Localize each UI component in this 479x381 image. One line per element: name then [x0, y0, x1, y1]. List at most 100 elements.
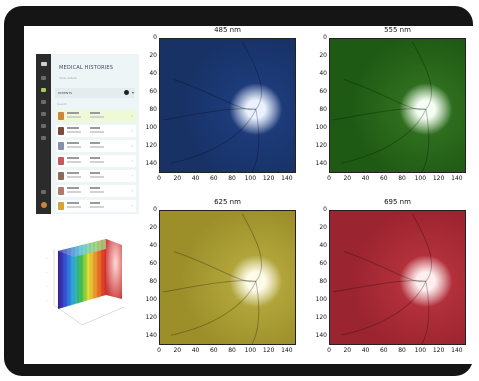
app-title: MEDICAL HISTORIES	[59, 65, 114, 71]
svg-text:—: —	[46, 285, 49, 288]
x-tick-label: 40	[191, 175, 200, 182]
x-tick-label: 0	[157, 347, 161, 354]
y-tick-label: 120	[315, 142, 327, 149]
patient-avatar	[58, 142, 64, 150]
patient-date-text	[90, 161, 104, 163]
patient-name-text	[67, 202, 79, 204]
search-input[interactable]: Search	[57, 102, 68, 106]
y-tick-label: 100	[145, 296, 157, 303]
patient-name-text	[67, 157, 79, 159]
calendar-icon[interactable]	[41, 100, 46, 104]
svg-text:—: —	[46, 299, 49, 302]
y-tick-label: 120	[145, 142, 157, 149]
chevron-right-icon[interactable]: ›	[131, 113, 133, 118]
x-tick-label: 120	[432, 347, 445, 354]
spectral-plot-625nm: 625 nm 0 20 40 60 80 100 120 140 0 20 40 60 80 100 120 1…	[144, 198, 304, 358]
y-tick-label: 140	[145, 332, 157, 339]
patients-section-label: PATIENTS	[58, 91, 73, 95]
y-tick-label: 80	[149, 278, 157, 285]
patient-date-text	[90, 191, 104, 193]
patient-row[interactable]: ›	[56, 185, 136, 197]
spectral-plot-555nm: 555 nm 0 20 40 60 80 100 120 140 0 20 40 60 80 100 120 1…	[314, 26, 474, 186]
x-tick-label: 100	[414, 175, 427, 182]
app-screenshot: MEDICAL HISTORIES View details PATIENTS …	[36, 54, 139, 214]
x-tick-label: 120	[262, 175, 275, 182]
x-tick-label: 40	[191, 347, 200, 354]
app-nav-rail	[36, 54, 51, 214]
logo-icon	[41, 62, 47, 66]
x-tick-label: 0	[327, 175, 331, 182]
home-icon[interactable]	[41, 76, 46, 80]
y-tick-label: 40	[319, 70, 327, 77]
chevron-right-icon[interactable]: ›	[131, 143, 133, 148]
patient-meta-text	[67, 161, 81, 163]
patient-avatar	[58, 127, 64, 135]
x-tick-label: 80	[398, 347, 406, 354]
avatar[interactable]	[41, 202, 47, 208]
x-tick-label: 120	[432, 175, 445, 182]
tablet-screen: MEDICAL HISTORIES View details PATIENTS …	[24, 26, 474, 364]
y-tick-label: 0	[323, 206, 327, 213]
y-tick-label: 40	[149, 242, 157, 249]
cube-side-face	[106, 239, 122, 299]
patient-row[interactable]: ›	[56, 170, 136, 182]
patient-status-text	[90, 202, 100, 204]
svg-text:—: —	[46, 271, 49, 274]
patient-avatar	[58, 202, 64, 210]
patient-meta-text	[67, 131, 81, 133]
y-tick-label: 0	[153, 206, 157, 213]
x-tick-label: 20	[343, 347, 352, 354]
y-tick-label: 40	[149, 70, 157, 77]
x-tick-label: 60	[379, 347, 388, 354]
y-tick-label: 60	[319, 88, 327, 95]
x-tick-label: 80	[228, 175, 236, 182]
chevron-down-icon[interactable]: ▾	[131, 90, 134, 95]
x-tick-label: 140	[281, 175, 293, 182]
retina-image	[329, 210, 466, 345]
patient-avatar	[58, 172, 64, 180]
patients-section-header[interactable]: PATIENTS ▾	[55, 88, 135, 98]
y-tick-label: 20	[319, 224, 327, 231]
patient-row[interactable]: ›	[56, 125, 136, 137]
patient-avatar	[58, 112, 64, 120]
y-tick-label: 140	[315, 332, 327, 339]
chevron-right-icon[interactable]: ›	[131, 128, 133, 133]
x-tick-label: 0	[157, 175, 161, 182]
patient-status-text	[90, 157, 100, 159]
svg-text:—: —	[46, 257, 49, 260]
patient-status-text	[90, 187, 100, 189]
retina-image	[159, 210, 296, 345]
chart-icon[interactable]	[41, 112, 46, 116]
spectral-plot-485nm: 485 nm 0 20 40 60 80 100 120 140 0 20 40 60 80 100 120 1…	[144, 26, 304, 186]
x-tick-label: 60	[379, 175, 388, 182]
patients-icon[interactable]	[41, 88, 46, 92]
patient-name-text	[67, 187, 79, 189]
patient-row[interactable]: ›	[56, 155, 136, 167]
x-tick-label: 20	[173, 347, 182, 354]
logout-icon[interactable]	[41, 190, 46, 194]
chevron-right-icon[interactable]: ›	[131, 158, 133, 163]
patient-panel: MEDICAL HISTORIES View details PATIENTS …	[51, 54, 139, 214]
patient-row[interactable]: ›	[56, 200, 136, 212]
hyperspectral-cube: — — — —	[46, 239, 125, 326]
tablet-frame: MEDICAL HISTORIES View details PATIENTS …	[4, 6, 474, 376]
y-tick-label: 20	[149, 52, 157, 59]
patient-meta-text	[67, 191, 81, 193]
settings-icon[interactable]	[41, 136, 46, 140]
x-tick-label: 20	[173, 175, 182, 182]
patient-row[interactable]: ›	[56, 140, 136, 152]
chevron-right-icon[interactable]: ›	[131, 173, 133, 178]
patient-row[interactable]: ›	[56, 110, 136, 122]
x-tick-label: 140	[451, 175, 463, 182]
y-tick-label: 40	[319, 242, 327, 249]
y-tick-label: 120	[145, 314, 157, 321]
x-tick-label: 80	[398, 175, 406, 182]
patient-meta-text	[67, 206, 81, 208]
patient-date-text	[90, 131, 104, 133]
patient-meta-text	[67, 176, 81, 178]
chevron-right-icon[interactable]: ›	[131, 188, 133, 193]
chevron-right-icon[interactable]: ›	[131, 203, 133, 208]
message-icon[interactable]	[41, 124, 46, 128]
add-patient-icon[interactable]	[124, 90, 129, 95]
patient-status-text	[90, 172, 100, 174]
